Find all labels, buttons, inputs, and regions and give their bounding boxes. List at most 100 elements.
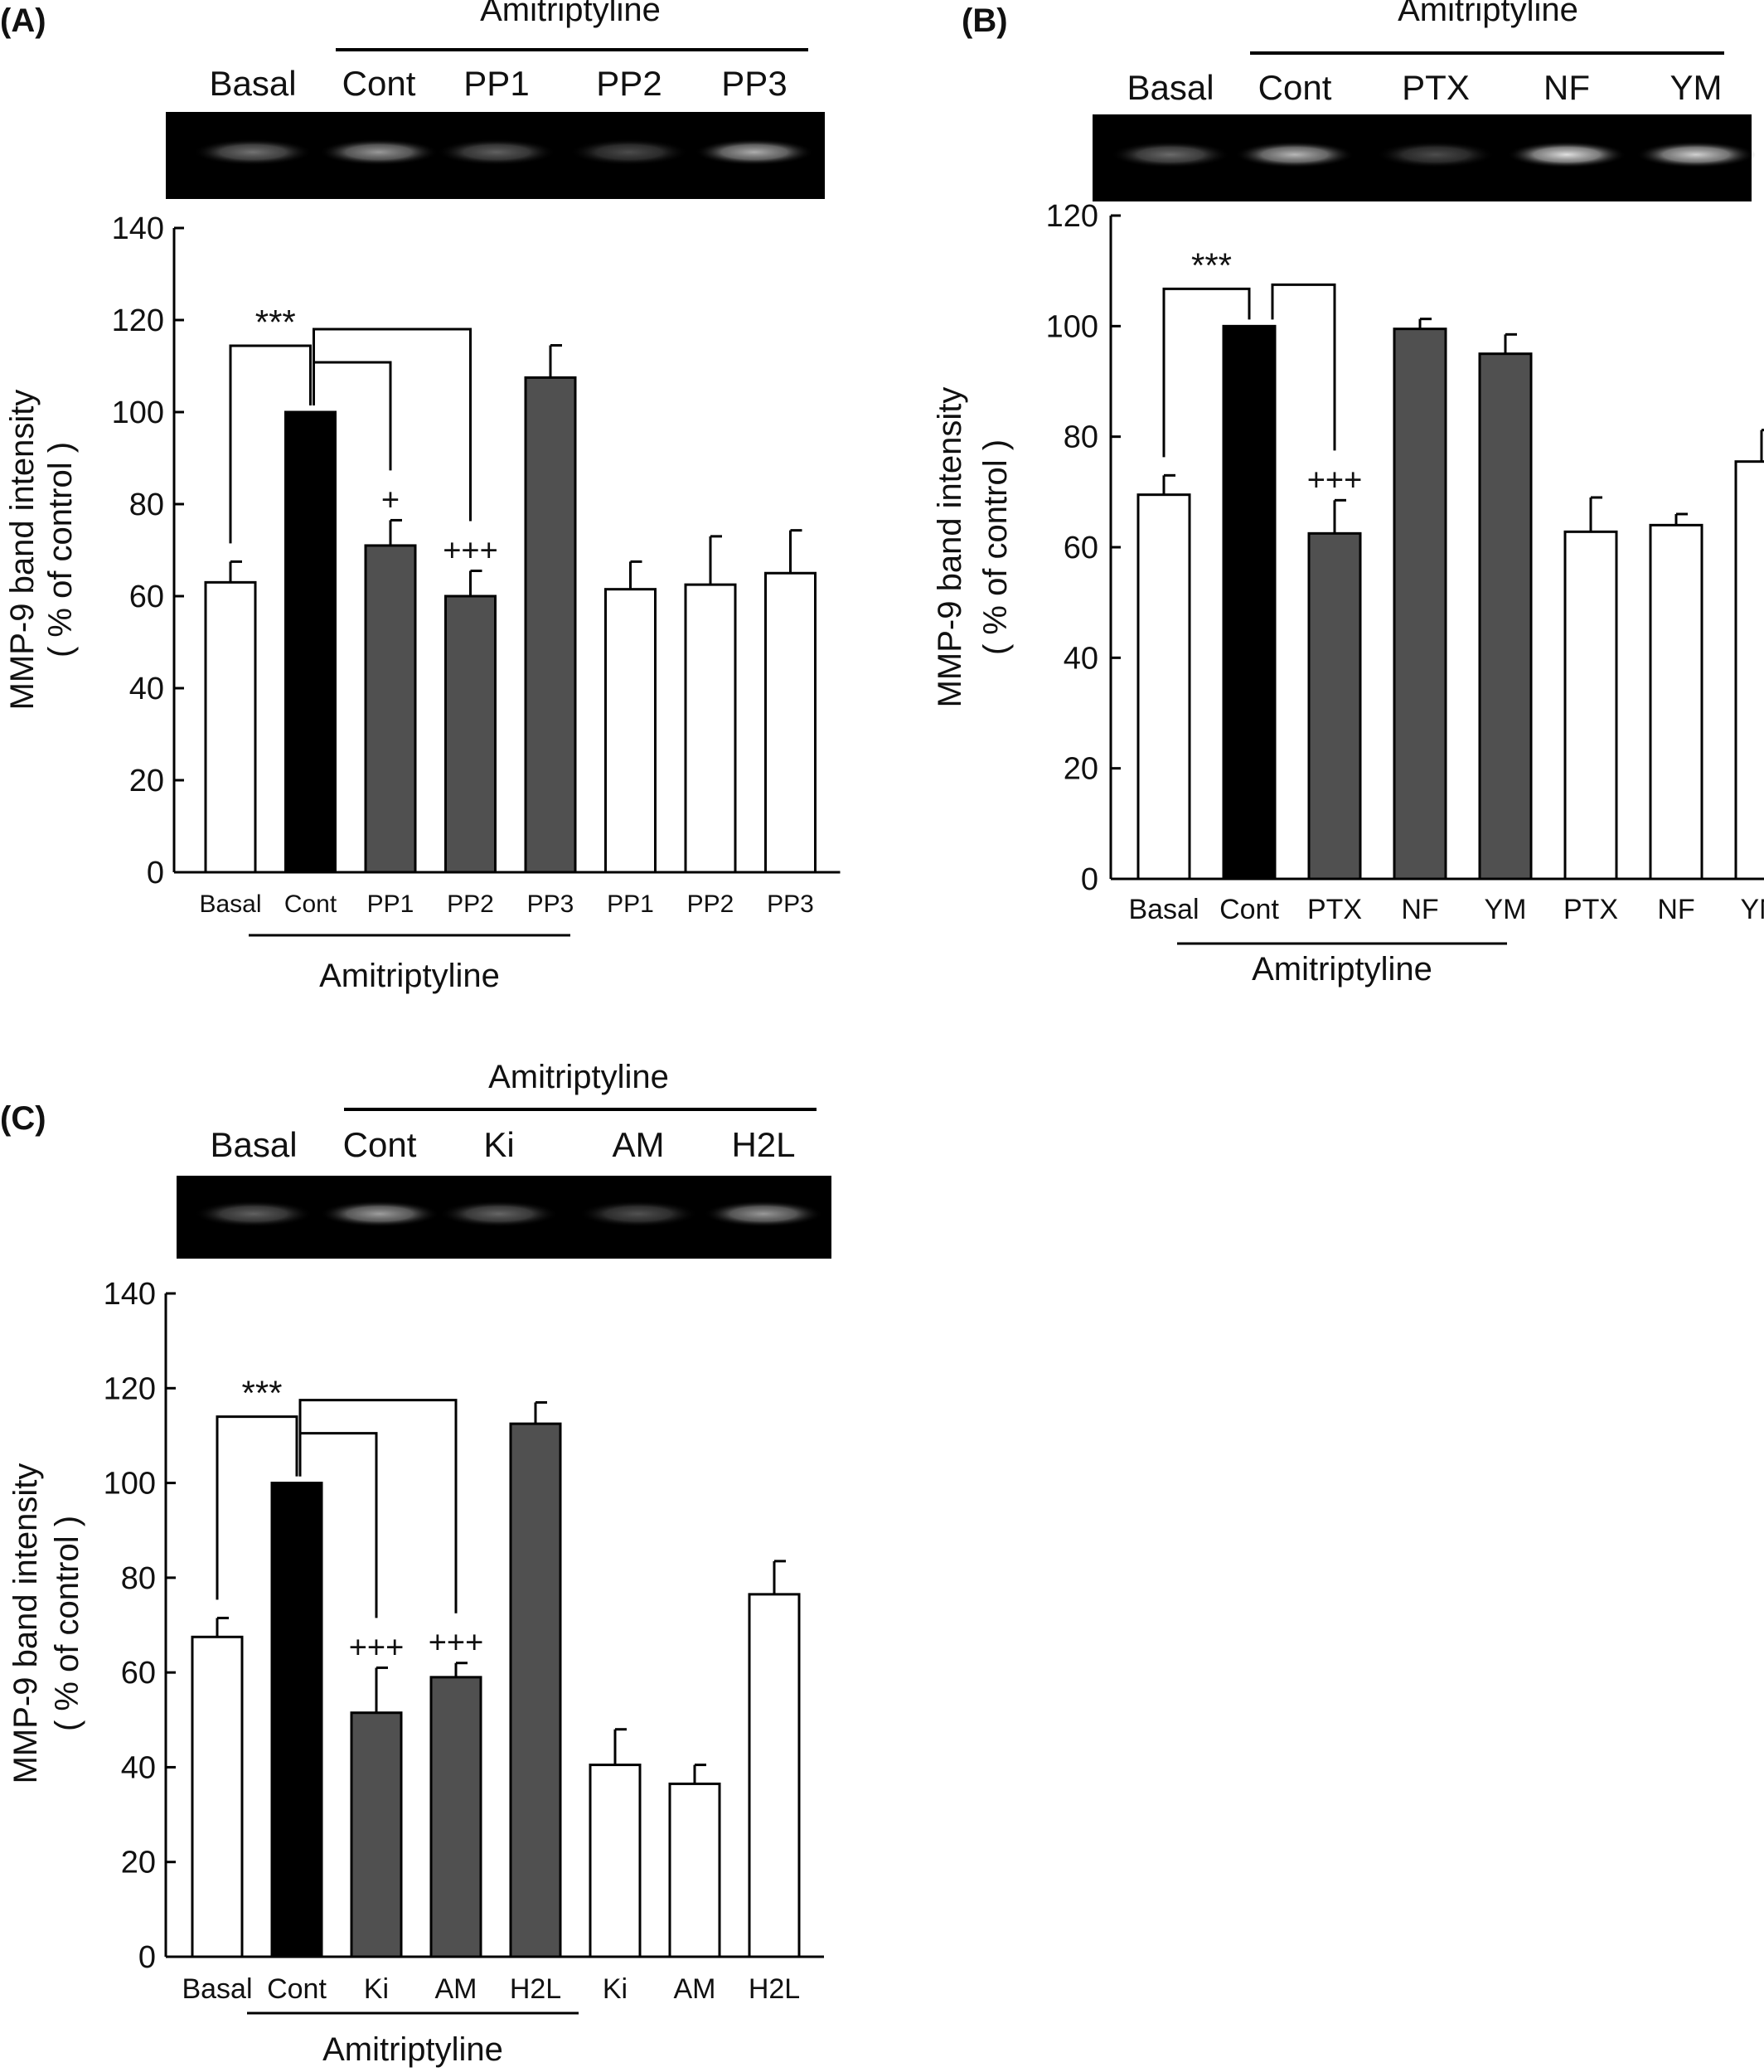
gel-band: [194, 1201, 313, 1227]
bar: [764, 571, 817, 874]
significance-mark: +: [381, 483, 400, 517]
gel-band: [439, 1201, 559, 1227]
bar: [1563, 530, 1618, 881]
y-tick-label: 20: [121, 1846, 156, 1880]
gel-lane-label: PP2: [596, 64, 662, 103]
significance-mark: +++: [349, 1630, 405, 1665]
x-tick-label: PP2: [687, 890, 734, 918]
group-label: Amitriptyline: [1252, 951, 1432, 987]
group-label: Amitriptyline: [319, 958, 500, 994]
x-tick-label: AM: [435, 1973, 477, 2005]
bar: [668, 1782, 721, 1958]
x-tick-label: YM: [1741, 894, 1764, 925]
gel-lane-label: PTX: [1402, 68, 1470, 107]
significance-bracket: [229, 344, 312, 544]
gel-band: [569, 138, 689, 166]
bar: [204, 580, 257, 874]
gel-lane-label: H2L: [731, 1125, 795, 1164]
y-axis-label-unit: ( % of control ): [49, 1516, 85, 1731]
panel-b: (B) Amitriptyline Basal Cont PTX NF YM 0 20 40 60 8…: [932, 0, 1764, 987]
y-tick-label: 0: [147, 856, 164, 890]
y-tick-label: 120: [112, 303, 164, 338]
y-tick-label: 40: [121, 1750, 156, 1785]
y-tick-label: 120: [104, 1371, 156, 1406]
gel-band: [437, 138, 556, 166]
x-tick-label: AM: [674, 1973, 716, 2005]
significance-stars: ***: [241, 1374, 282, 1413]
bar: [589, 1764, 642, 1958]
bar: [429, 1676, 482, 1958]
y-axis-label: MMP-9 band intensity: [7, 1463, 44, 1784]
y-tick-label: 60: [129, 580, 164, 614]
y-tick-label: 80: [1064, 420, 1098, 455]
bar: [444, 594, 497, 874]
gel-lane-label: AM: [613, 1125, 665, 1164]
significance-bracket: [216, 1415, 298, 1600]
y-axis-label-unit: ( % of control ): [42, 442, 79, 658]
bar: [1734, 460, 1764, 881]
significance-stars: ***: [255, 303, 296, 342]
x-tick-label: NF: [1657, 894, 1694, 925]
bar: [191, 1635, 244, 1958]
y-tick-label: 20: [129, 764, 164, 798]
gel-lane-label: NF: [1544, 68, 1590, 107]
y-tick-label: 120: [1046, 199, 1098, 234]
gel-band: [1507, 141, 1626, 168]
gel-band: [579, 1201, 698, 1227]
y-tick-label: 60: [1064, 531, 1098, 565]
x-tick-label: PP1: [367, 890, 414, 918]
x-tick-label: Basal: [1128, 894, 1199, 925]
gel-band: [704, 1201, 823, 1227]
gel-lane-label: Cont: [343, 1125, 417, 1164]
gel-band: [695, 138, 814, 166]
gel-lane-label: Basal: [1127, 68, 1214, 107]
y-tick-label: 80: [129, 488, 164, 522]
group-label: Amitriptyline: [322, 2031, 503, 2068]
bar: [509, 1422, 562, 1958]
bar: [1222, 324, 1277, 881]
y-tick-label: 100: [104, 1467, 156, 1502]
x-tick-label: PTX: [1307, 894, 1362, 925]
bar: [1478, 352, 1533, 881]
x-tick-label: H2L: [510, 1973, 561, 2005]
y-axis-label-unit: ( % of control ): [977, 439, 1014, 655]
gel-band: [319, 138, 439, 166]
panel-label: (C): [0, 1100, 46, 1137]
bar: [684, 583, 737, 874]
gel-lane-label: Cont: [1258, 68, 1332, 107]
x-tick-label: Cont: [267, 1973, 327, 2005]
panel-a: (A) Amitriptyline Basal Cont PP1 PP2 PP3 0 20 40 6…: [0, 0, 841, 994]
gel-band: [320, 1201, 439, 1227]
significance-stars: ***: [1191, 245, 1232, 284]
y-tick-label: 140: [104, 1277, 156, 1312]
gel-band: [1235, 141, 1354, 168]
panel-label: (A): [0, 2, 46, 39]
y-tick-label: 80: [121, 1561, 156, 1596]
bar: [748, 1593, 801, 1958]
gel-lane-label: Cont: [342, 64, 416, 103]
x-tick-label: NF: [1401, 894, 1438, 925]
bar: [270, 1482, 323, 1958]
bar: [1649, 523, 1703, 881]
bar: [364, 544, 417, 874]
panel-c: (C) Amitriptyline Basal Cont Ki AM H2L 0 20 40 60 8…: [0, 1059, 831, 2068]
gel-lane-label: Basal: [209, 64, 296, 103]
x-tick-label: PP3: [527, 890, 574, 918]
y-axis-label: MMP-9 band intensity: [932, 387, 968, 708]
gel-group-label: Amitriptyline: [1398, 0, 1578, 28]
significance-mark: +++: [1307, 463, 1363, 497]
y-tick-label: 20: [1064, 752, 1098, 787]
bar: [350, 1711, 403, 1958]
gel-lane-label: PP3: [721, 64, 787, 103]
x-tick-label: PP1: [607, 890, 654, 918]
bar: [524, 376, 577, 874]
bar: [604, 588, 657, 874]
significance-bracket: [1162, 287, 1251, 458]
y-tick-label: 140: [112, 211, 164, 246]
significance-bracket: [1271, 283, 1336, 451]
gel-lane-label: YM: [1670, 68, 1723, 107]
y-tick-label: 0: [138, 1940, 156, 1975]
x-tick-label: Ki: [603, 1973, 628, 2005]
gel-lane-label: Ki: [483, 1125, 514, 1164]
